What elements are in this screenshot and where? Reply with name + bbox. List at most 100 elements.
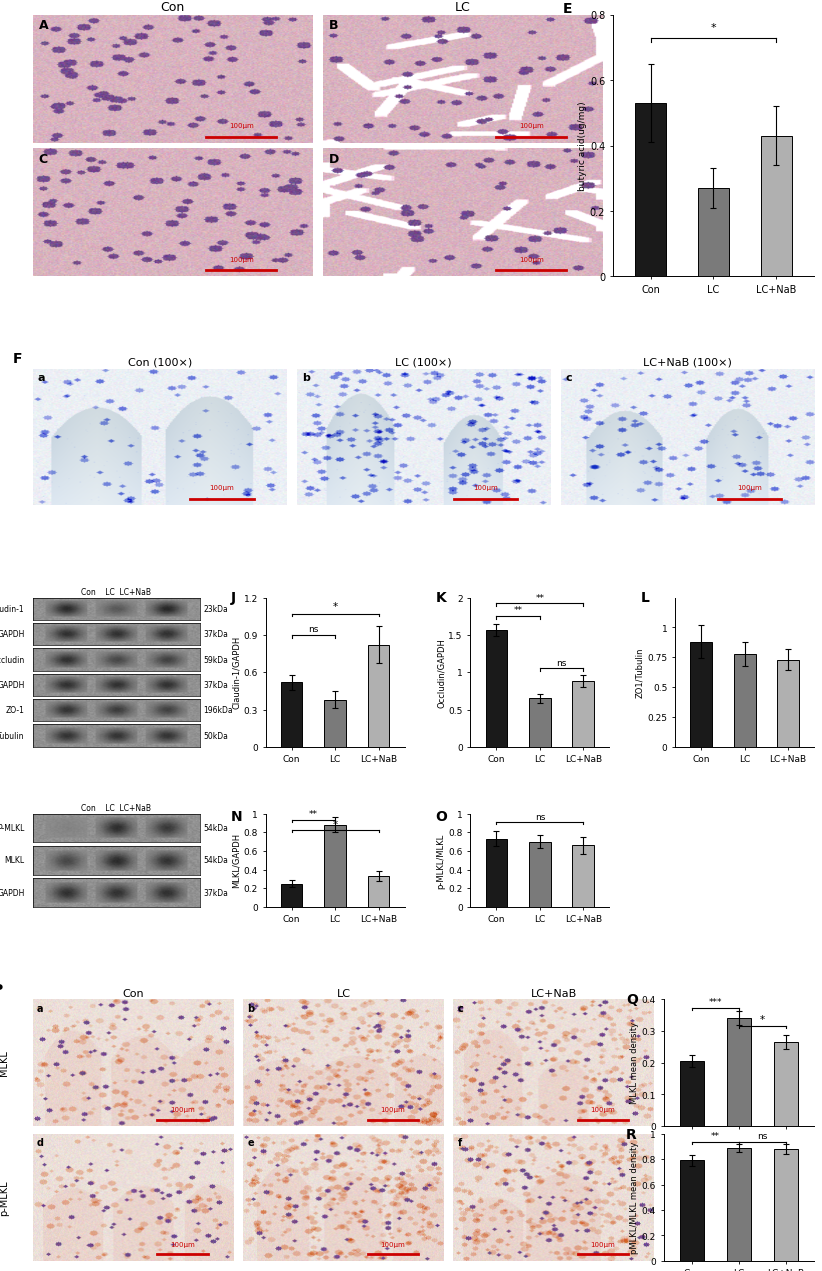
Bar bbox=[572, 681, 593, 747]
Bar bbox=[760, 136, 792, 277]
Y-axis label: MLKL mean density: MLKL mean density bbox=[630, 1022, 639, 1103]
Text: GAPDH: GAPDH bbox=[0, 630, 25, 639]
Bar bbox=[680, 1160, 704, 1261]
Text: 100μm: 100μm bbox=[170, 1240, 195, 1247]
Title: Con    LC  LC+NaB: Con LC LC+NaB bbox=[81, 588, 151, 597]
Text: **: ** bbox=[710, 1131, 719, 1140]
Text: ***: *** bbox=[709, 998, 722, 1007]
Title: Con    LC  LC+NaB: Con LC LC+NaB bbox=[81, 805, 151, 813]
Text: F: F bbox=[12, 352, 22, 366]
Text: 100μm: 100μm bbox=[519, 257, 543, 263]
Text: ZO-1: ZO-1 bbox=[6, 705, 25, 716]
Text: 196kDa: 196kDa bbox=[203, 705, 233, 716]
Bar bbox=[529, 841, 551, 907]
Text: P: P bbox=[0, 982, 3, 996]
Text: L: L bbox=[640, 591, 649, 605]
Bar bbox=[774, 1149, 797, 1261]
Title: Con (100×): Con (100×) bbox=[127, 357, 192, 367]
Text: a: a bbox=[38, 374, 45, 383]
Text: b: b bbox=[247, 1003, 254, 1013]
Text: GAPDH: GAPDH bbox=[0, 888, 25, 897]
Y-axis label: MLKL/GAPDH: MLKL/GAPDH bbox=[232, 833, 241, 888]
Bar bbox=[367, 876, 389, 907]
Title: LC+NaB: LC+NaB bbox=[530, 989, 576, 999]
Bar bbox=[572, 845, 593, 907]
Text: MLKL: MLKL bbox=[0, 1050, 9, 1075]
Text: *: * bbox=[760, 1014, 764, 1024]
Bar bbox=[280, 883, 302, 907]
Y-axis label: pMLKL/MLKL mean density: pMLKL/MLKL mean density bbox=[630, 1141, 639, 1253]
Text: K: K bbox=[436, 591, 446, 605]
Text: D: D bbox=[328, 153, 339, 165]
Text: R: R bbox=[626, 1127, 636, 1141]
Y-axis label: butyric acid(ug/mg): butyric acid(ug/mg) bbox=[578, 102, 587, 191]
Text: ns: ns bbox=[556, 658, 566, 667]
Text: d: d bbox=[37, 1138, 44, 1148]
Bar bbox=[727, 1148, 750, 1261]
Bar bbox=[680, 1061, 704, 1126]
Bar bbox=[485, 630, 507, 747]
Bar bbox=[529, 699, 551, 747]
Text: c: c bbox=[457, 1003, 463, 1013]
Text: 37kDa: 37kDa bbox=[203, 630, 228, 639]
Text: 100μm: 100μm bbox=[170, 1106, 195, 1112]
Text: *: * bbox=[332, 602, 338, 613]
Text: **: ** bbox=[514, 606, 522, 615]
Text: O: O bbox=[436, 810, 447, 824]
Text: ns: ns bbox=[308, 625, 318, 634]
Text: 100μm: 100μm bbox=[229, 123, 253, 130]
Bar bbox=[697, 188, 729, 277]
Title: Con: Con bbox=[122, 989, 144, 999]
Bar bbox=[324, 825, 346, 907]
Text: Claudin-1: Claudin-1 bbox=[0, 605, 25, 614]
Text: ns: ns bbox=[757, 1131, 767, 1140]
Text: 50kDa: 50kDa bbox=[203, 731, 228, 740]
Bar bbox=[774, 1042, 797, 1126]
Text: *: * bbox=[710, 23, 716, 33]
Text: Q: Q bbox=[626, 993, 638, 1007]
Title: LC (100×): LC (100×) bbox=[395, 357, 451, 367]
Text: a: a bbox=[37, 1003, 44, 1013]
Bar bbox=[777, 660, 799, 747]
Text: 100μm: 100μm bbox=[590, 1106, 615, 1112]
Bar bbox=[280, 683, 302, 747]
Y-axis label: Claudin-1/GAPDH: Claudin-1/GAPDH bbox=[232, 636, 241, 709]
Text: p-MLKL: p-MLKL bbox=[0, 1179, 9, 1215]
Text: P-MLKL: P-MLKL bbox=[0, 824, 25, 833]
Y-axis label: Occludin/GAPDH: Occludin/GAPDH bbox=[436, 638, 446, 708]
Bar bbox=[727, 1018, 750, 1126]
Text: C: C bbox=[39, 153, 48, 165]
Text: b: b bbox=[302, 374, 310, 383]
Text: **: ** bbox=[309, 810, 317, 819]
Title: LC: LC bbox=[336, 989, 350, 999]
Text: MLKL: MLKL bbox=[4, 855, 25, 866]
Text: **: ** bbox=[535, 594, 544, 602]
Text: N: N bbox=[231, 810, 242, 824]
Text: *: * bbox=[332, 820, 338, 829]
Bar bbox=[690, 642, 712, 747]
Y-axis label: ZO1/Tubulin: ZO1/Tubulin bbox=[635, 647, 644, 698]
Bar bbox=[635, 103, 666, 277]
Text: 100μm: 100μm bbox=[590, 1240, 615, 1247]
Text: 100μm: 100μm bbox=[380, 1240, 405, 1247]
Text: 100μm: 100μm bbox=[210, 484, 234, 491]
Title: Con: Con bbox=[160, 1, 185, 14]
Text: 100μm: 100μm bbox=[473, 484, 498, 491]
Bar bbox=[733, 655, 755, 747]
Text: 23kDa: 23kDa bbox=[203, 605, 228, 614]
Title: LC: LC bbox=[455, 1, 470, 14]
Text: 100×: 100× bbox=[0, 206, 1, 220]
Text: Occludin: Occludin bbox=[0, 656, 25, 665]
Text: 100μm: 100μm bbox=[229, 257, 253, 263]
Text: ns: ns bbox=[534, 812, 545, 821]
Text: B: B bbox=[328, 19, 338, 32]
Text: Tubulin: Tubulin bbox=[0, 731, 25, 740]
Text: E: E bbox=[562, 3, 571, 17]
Text: f: f bbox=[457, 1138, 461, 1148]
Bar bbox=[367, 646, 389, 747]
Bar bbox=[485, 839, 507, 907]
Text: c: c bbox=[566, 374, 572, 383]
Y-axis label: p-MLKL/MLKL: p-MLKL/MLKL bbox=[436, 833, 446, 888]
Text: GAPDH: GAPDH bbox=[0, 681, 25, 690]
Text: 54kDa: 54kDa bbox=[203, 824, 228, 833]
